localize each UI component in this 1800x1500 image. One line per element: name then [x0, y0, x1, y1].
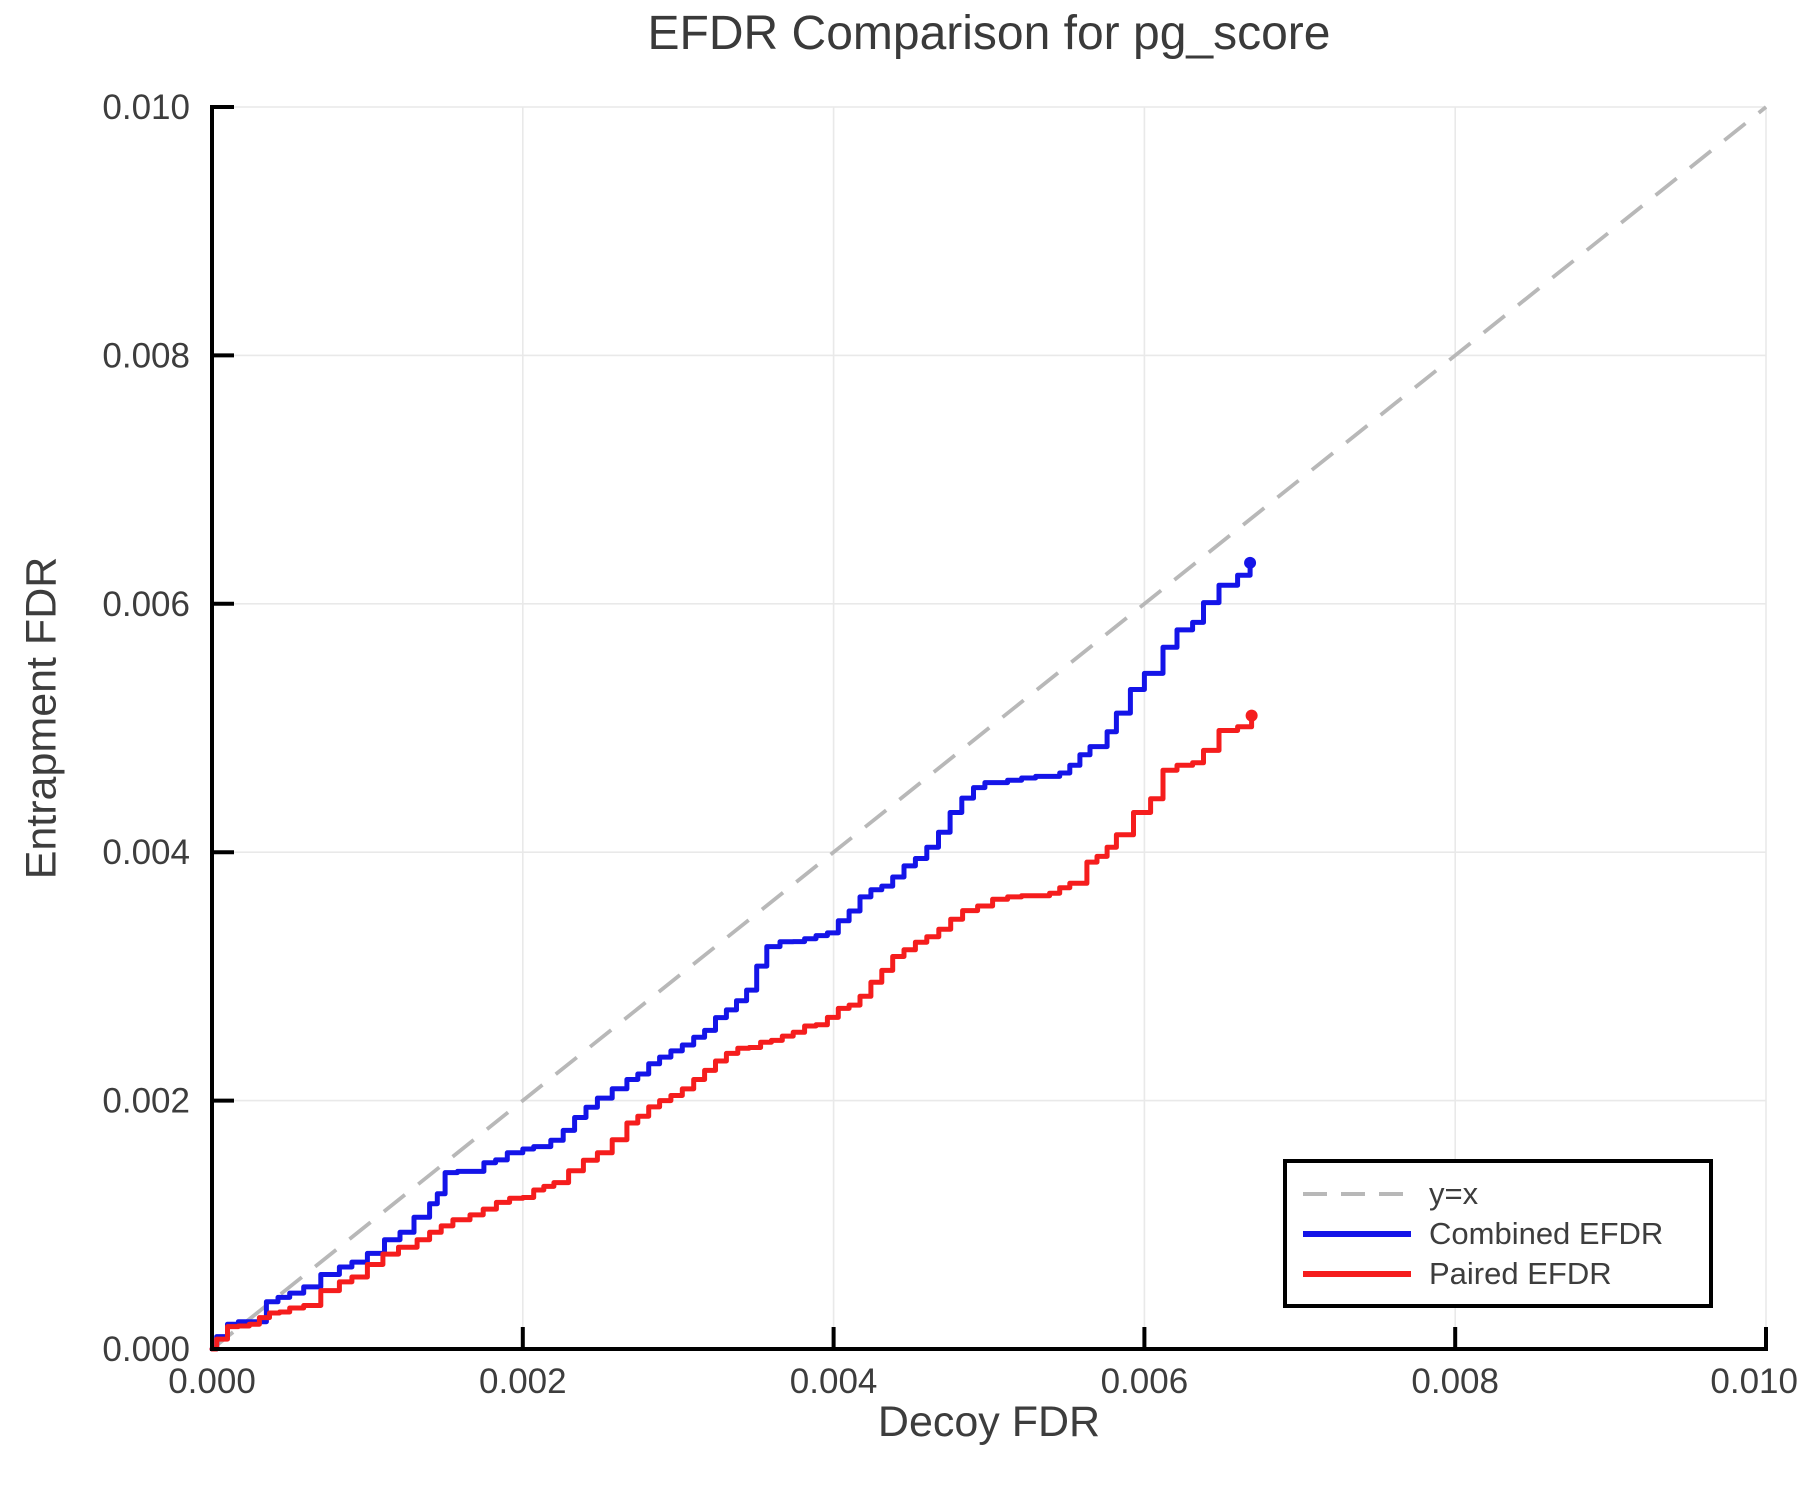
y-tick-label: 0.008: [102, 336, 190, 375]
data-series: [209, 105, 1768, 1352]
identity-reference-line: [210, 105, 1768, 1351]
legend-entry: Combined EFDR: [1301, 1214, 1709, 1254]
y-tick-label: 0.010: [102, 88, 190, 127]
y-tick-label: 0.002: [102, 1082, 190, 1121]
x-tick-label: 0.004: [790, 1362, 878, 1401]
series-endpoint-dot: [1244, 556, 1257, 569]
tick-labels: 0.000 0.002 0.004 0.006 0.008 0.010 0.000 0.002…: [102, 88, 1798, 1401]
legend-swatch-solid-line: [1303, 1230, 1411, 1237]
legend-entry: y=x: [1301, 1174, 1709, 1214]
x-tick-label: 0.008: [1411, 1362, 1499, 1401]
y-tick-label: 0.000: [102, 1330, 190, 1369]
legend-swatch-dashed-line: [1303, 1191, 1411, 1196]
chart-title: EFDR Comparison for pg_score: [647, 7, 1331, 60]
legend-box: y=x Combined EFDR Paired EFDR: [1283, 1159, 1713, 1308]
axes-spines: [210, 105, 1768, 1351]
legend-swatch-solid-line: [1303, 1270, 1411, 1277]
y-axis-label: Entrapment FDR: [17, 556, 66, 880]
legend-label: y=x: [1429, 1175, 1479, 1211]
x-tick-label: 0.000: [168, 1362, 256, 1401]
y-tick-label: 0.006: [102, 585, 190, 624]
x-tick-label: 0.006: [1101, 1362, 1189, 1401]
series-line-paired-efdr: [209, 713, 1255, 1352]
legend-label: Paired EFDR: [1429, 1255, 1612, 1291]
x-tick-label: 0.002: [479, 1362, 567, 1401]
y-tick-label: 0.004: [102, 833, 190, 872]
legend-entry: Paired EFDR: [1301, 1254, 1709, 1294]
x-tick-label: 0.010: [1710, 1362, 1798, 1401]
legend-label: Combined EFDR: [1429, 1215, 1664, 1251]
series-endpoint-dot: [1245, 709, 1258, 722]
series-line-combined-efdr: [209, 560, 1253, 1352]
x-axis-label: Decoy FDR: [877, 1398, 1101, 1446]
